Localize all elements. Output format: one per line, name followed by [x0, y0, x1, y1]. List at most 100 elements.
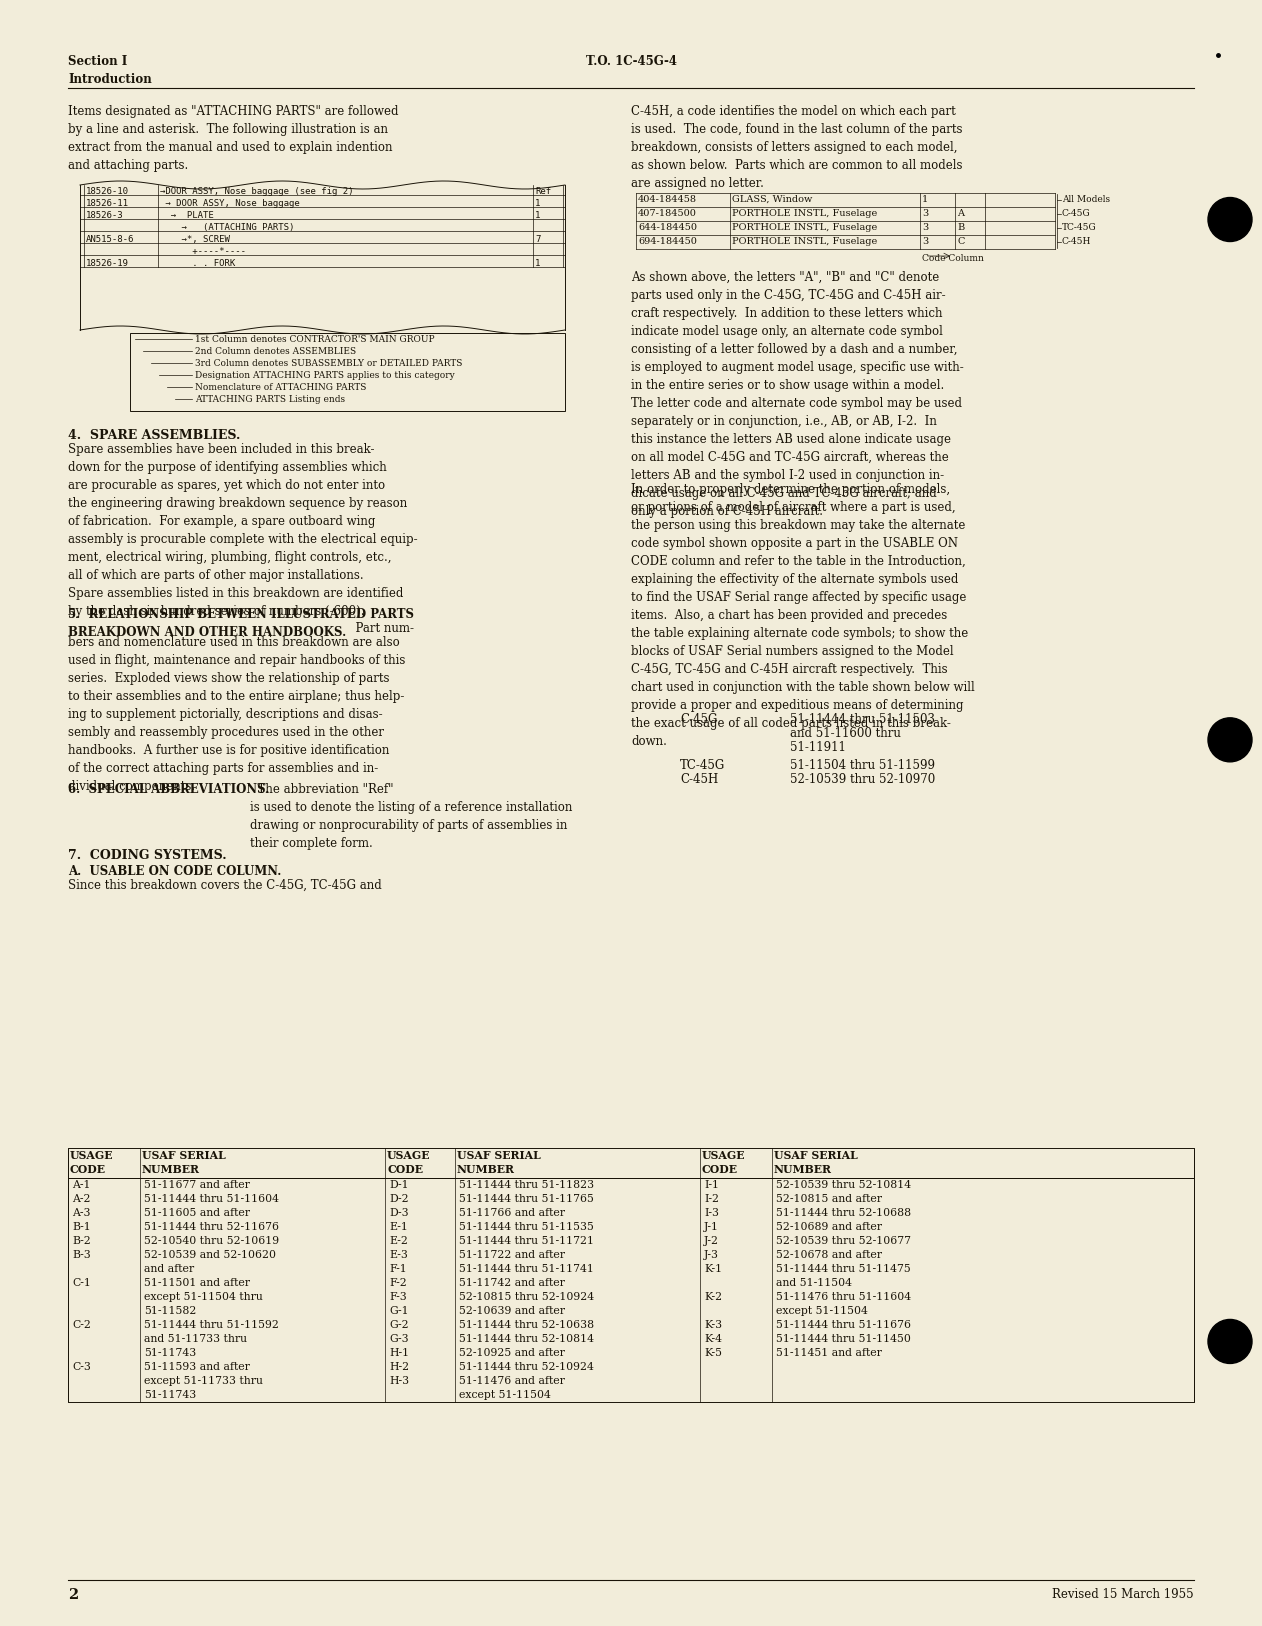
Text: 51-11444 thru 51-11535: 51-11444 thru 51-11535	[459, 1223, 594, 1233]
Text: Designation ATTACHING PARTS applies to this category: Designation ATTACHING PARTS applies to t…	[196, 371, 454, 380]
Text: 51-11444 thru 51-11475: 51-11444 thru 51-11475	[776, 1263, 911, 1275]
Text: Code Column: Code Column	[923, 254, 984, 263]
Text: 4.  SPARE ASSEMBLIES.: 4. SPARE ASSEMBLIES.	[68, 429, 240, 442]
Text: 51-11444 thru 51-11676: 51-11444 thru 51-11676	[776, 1320, 911, 1330]
Circle shape	[1208, 1319, 1252, 1364]
Text: F-2: F-2	[389, 1278, 406, 1288]
Text: H-1: H-1	[389, 1348, 409, 1358]
Text: 18526-19: 18526-19	[86, 259, 129, 268]
Text: B-1: B-1	[72, 1223, 91, 1233]
Text: 51-11605 and after: 51-11605 and after	[144, 1208, 250, 1218]
Text: 1: 1	[535, 198, 540, 208]
Text: → DOOR ASSY, Nose baggage: → DOOR ASSY, Nose baggage	[160, 198, 300, 208]
Text: Revised 15 March 1955: Revised 15 March 1955	[1053, 1589, 1194, 1602]
Text: A: A	[957, 210, 964, 218]
Text: 18526-3: 18526-3	[86, 211, 124, 220]
Text: 3rd Column denotes SUBASSEMBLY or DETAILED PARTS: 3rd Column denotes SUBASSEMBLY or DETAIL…	[196, 359, 462, 367]
Text: 52-10689 and after: 52-10689 and after	[776, 1223, 882, 1233]
Text: ATTACHING PARTS Listing ends: ATTACHING PARTS Listing ends	[196, 395, 345, 403]
Text: 51-11444 thru 51-11823: 51-11444 thru 51-11823	[459, 1180, 594, 1190]
Text: 51-11444 thru 51-11604: 51-11444 thru 51-11604	[144, 1193, 279, 1203]
Text: 52-10639 and after: 52-10639 and after	[459, 1306, 565, 1315]
Text: G-1: G-1	[389, 1306, 409, 1315]
Text: F-1: F-1	[389, 1263, 406, 1275]
Text: 51-11444 thru 52-10814: 51-11444 thru 52-10814	[459, 1333, 594, 1345]
Text: except 51-11504: except 51-11504	[459, 1390, 551, 1400]
Circle shape	[1208, 717, 1252, 763]
Text: C-45G: C-45G	[1063, 210, 1090, 218]
Text: AN515-8-6: AN515-8-6	[86, 236, 134, 244]
Text: C-45G: C-45G	[680, 712, 717, 725]
Text: USAGE
CODE: USAGE CODE	[702, 1150, 746, 1174]
Text: →   (ATTACHING PARTS): → (ATTACHING PARTS)	[160, 223, 294, 233]
Text: J-2: J-2	[704, 1236, 719, 1246]
Text: E-1: E-1	[389, 1223, 408, 1233]
Text: 2: 2	[68, 1589, 78, 1602]
Text: PORTHOLE INSTL, Fuselage: PORTHOLE INSTL, Fuselage	[732, 223, 877, 233]
Text: 3: 3	[923, 210, 929, 218]
Text: and after: and after	[144, 1263, 194, 1275]
Text: 51-11444 thru 52-10638: 51-11444 thru 52-10638	[459, 1320, 594, 1330]
Text: B: B	[957, 223, 964, 233]
Text: and 51-11504: and 51-11504	[776, 1278, 852, 1288]
Text: 51-11677 and after: 51-11677 and after	[144, 1180, 250, 1190]
Text: →  PLATE: → PLATE	[160, 211, 213, 220]
Text: C-45H: C-45H	[680, 772, 718, 785]
Text: 52-10539 thru 52-10677: 52-10539 thru 52-10677	[776, 1236, 911, 1246]
Text: 52-10539 thru 52-10814: 52-10539 thru 52-10814	[776, 1180, 911, 1190]
Text: 51-11444 thru 51-11450: 51-11444 thru 51-11450	[776, 1333, 911, 1345]
Text: C-3: C-3	[72, 1363, 91, 1372]
Text: G-2: G-2	[389, 1320, 409, 1330]
Text: E-2: E-2	[389, 1236, 408, 1246]
Text: Spare assemblies have been included in this break-
down for the purpose of ident: Spare assemblies have been included in t…	[68, 442, 418, 618]
Text: Part num-: Part num-	[348, 623, 414, 636]
Text: USAF SERIAL
NUMBER: USAF SERIAL NUMBER	[774, 1150, 858, 1174]
Text: Items designated as "ATTACHING PARTS" are followed
by a line and asterisk.  The : Items designated as "ATTACHING PARTS" ar…	[68, 106, 399, 172]
Text: C: C	[957, 237, 964, 246]
Text: 3: 3	[923, 237, 929, 246]
Text: GLASS, Window: GLASS, Window	[732, 195, 813, 203]
Text: PORTHOLE INSTL, Fuselage: PORTHOLE INSTL, Fuselage	[732, 210, 877, 218]
Text: C-1: C-1	[72, 1278, 91, 1288]
Text: except 51-11504: except 51-11504	[776, 1306, 868, 1315]
Text: 7: 7	[535, 236, 540, 244]
Text: Introduction: Introduction	[68, 73, 151, 86]
Text: 51-11444 thru 51-11765: 51-11444 thru 51-11765	[459, 1193, 594, 1203]
Text: J-3: J-3	[704, 1250, 719, 1260]
Text: 5.  RELATIONSHIP BETWEEN ILLUSTRATED PARTS
BREAKDOWN AND OTHER HANDBOOKS.: 5. RELATIONSHIP BETWEEN ILLUSTRATED PART…	[68, 608, 414, 639]
Text: 52-10815 and after: 52-10815 and after	[776, 1193, 882, 1203]
Text: B-2: B-2	[72, 1236, 91, 1246]
Text: K-2: K-2	[704, 1293, 722, 1302]
Text: D-1: D-1	[389, 1180, 409, 1190]
Text: 18526-11: 18526-11	[86, 198, 129, 208]
Text: USAF SERIAL
NUMBER: USAF SERIAL NUMBER	[143, 1150, 226, 1174]
Text: All Models: All Models	[1063, 195, 1111, 205]
Text: except 51-11504 thru: except 51-11504 thru	[144, 1293, 262, 1302]
Circle shape	[1208, 197, 1252, 242]
Text: 51-11451 and after: 51-11451 and after	[776, 1348, 882, 1358]
Text: 51-11742 and after: 51-11742 and after	[459, 1278, 565, 1288]
Text: 51-11593 and after: 51-11593 and after	[144, 1363, 250, 1372]
Text: Section I: Section I	[68, 55, 127, 68]
Text: C-45H: C-45H	[1063, 237, 1092, 247]
Text: PORTHOLE INSTL, Fuselage: PORTHOLE INSTL, Fuselage	[732, 237, 877, 246]
Text: E-3: E-3	[389, 1250, 408, 1260]
Text: 51-11476 and after: 51-11476 and after	[459, 1376, 565, 1385]
Text: K-1: K-1	[704, 1263, 722, 1275]
Text: 407-184500: 407-184500	[639, 210, 697, 218]
Text: 52-10678 and after: 52-10678 and after	[776, 1250, 882, 1260]
Text: 1: 1	[535, 211, 540, 220]
Text: 404-184458: 404-184458	[639, 195, 697, 203]
Text: 3: 3	[923, 223, 929, 233]
Text: B-3: B-3	[72, 1250, 91, 1260]
Text: 51-11743: 51-11743	[144, 1348, 197, 1358]
Text: C-2: C-2	[72, 1320, 91, 1330]
Text: Nomenclature of ATTACHING PARTS: Nomenclature of ATTACHING PARTS	[196, 384, 366, 392]
Text: D-2: D-2	[389, 1193, 409, 1203]
Text: 51-11582: 51-11582	[144, 1306, 197, 1315]
Text: . . FORK: . . FORK	[160, 259, 235, 268]
Text: C-45H, a code identifies the model on which each part
is used.  The code, found : C-45H, a code identifies the model on wh…	[631, 106, 963, 190]
Text: 51-11444 thru 52-10688: 51-11444 thru 52-10688	[776, 1208, 911, 1218]
Text: Since this breakdown covers the C-45G, TC-45G and: Since this breakdown covers the C-45G, T…	[68, 880, 381, 893]
Text: 51-11444 thru 52-11676: 51-11444 thru 52-11676	[144, 1223, 279, 1233]
